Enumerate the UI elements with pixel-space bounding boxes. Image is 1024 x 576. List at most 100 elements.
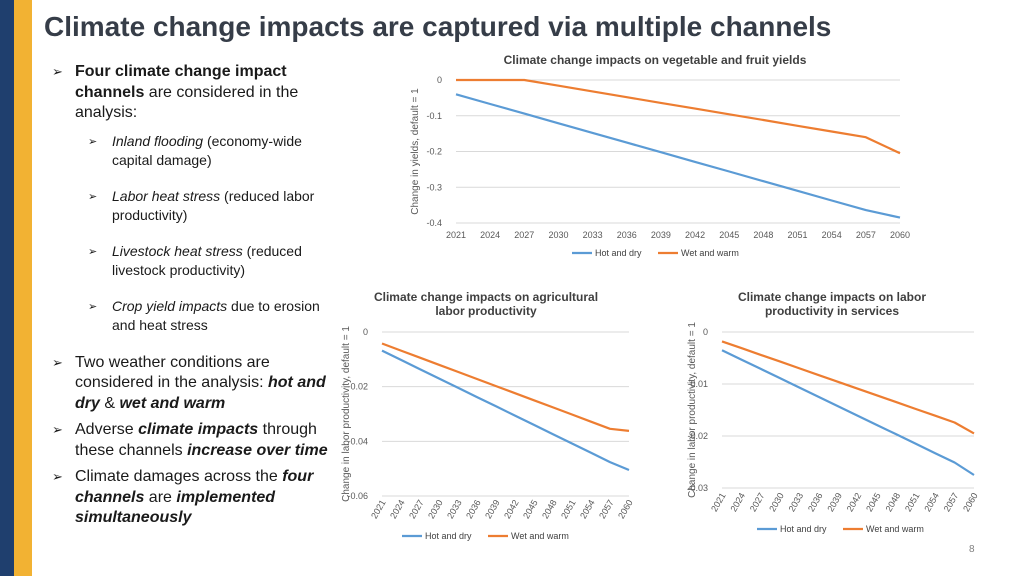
legend-label-wet-and-warm: Wet and warm [681,248,739,258]
x-tick-label: 2060 [616,498,635,520]
x-tick-label: 2045 [521,498,540,520]
bullet-channels: ➢ Four climate change impact channels ar… [52,62,337,124]
x-tick-label: 2048 [540,498,559,520]
arrow-bullet-icon: ➢ [52,469,63,484]
arrow-bullet-icon: ➢ [88,300,98,313]
sub-bullet-livestock: ➢ Livestock heat stress (reduced livesto… [88,242,337,280]
chart-vegetable-fruit-yields: Climate change impacts on vegetable and … [410,53,910,258]
series-line-wet-and-warm [721,340,975,435]
bullet-list: ➢ Four climate change impact channels ar… [52,62,337,529]
bullet-channels-bold: Four climate change impact channels [75,63,287,101]
y-axis-label: Change in labor productivity, default = … [687,322,698,498]
bullet-weather-wet: wet and warm [119,394,226,412]
x-tick-label: 2036 [617,230,637,240]
bullet-damages: ➢ Climate damages across the four channe… [52,467,337,529]
x-tick-label: 2039 [825,491,844,513]
x-tick-label: 2030 [426,498,445,520]
x-tick-label: 2057 [856,230,876,240]
arrow-bullet-icon: ➢ [52,64,63,79]
bullet-impacts-increase: increase over time [187,441,328,459]
sub-bullet-flooding: ➢ Inland flooding (economy-wide capital … [88,132,337,170]
chart-services-labor: Climate change impacts on laborproductiv… [687,290,980,534]
sub-bullet-italic: Crop yield impacts [112,297,228,314]
x-tick-label: 2060 [890,230,910,240]
x-tick-label: 2051 [788,230,808,240]
chart-title-line-1: Climate change impacts on agricultural [374,290,598,304]
bullet-weather-text: Two weather conditions are considered in… [75,353,270,392]
legend-label-wet-and-warm: Wet and warm [511,531,569,541]
sub-bullet-crop: ➢ Crop yield impacts due to erosion and … [88,297,337,335]
x-tick-label: 2024 [480,230,500,240]
x-tick-label: 2036 [806,491,825,513]
y-tick-label: -0.01 [687,379,708,389]
x-tick-label: 2045 [719,230,739,240]
x-tick-label: 2039 [483,498,502,520]
arrow-bullet-icon: ➢ [88,135,98,148]
x-tick-label: 2027 [514,230,534,240]
legend-label-hot-and-dry: Hot and dry [425,531,472,541]
y-tick-label: 0 [437,75,442,85]
x-tick-label: 2027 [407,498,426,520]
x-tick-label: 2024 [388,498,407,520]
sub-bullet-text: (reduced livestock productivity) [112,242,302,278]
y-tick-label: -0.3 [426,182,442,192]
sub-bullet-italic: Livestock heat stress [112,242,243,259]
left-accent-bar-blue [0,0,14,576]
y-tick-label: -0.1 [426,111,442,121]
y-tick-label: 0 [703,327,708,337]
chart-title: Climate change impacts on vegetable and … [504,53,807,67]
x-tick-label: 2036 [464,498,483,520]
bullet-weather-hot: hot and dry [75,374,326,412]
y-tick-label: -0.2 [426,147,442,157]
chart-agricultural-labor: Climate change impacts on agriculturalla… [341,290,635,541]
x-tick-label: 2021 [709,491,728,513]
arrow-bullet-icon: ➢ [88,190,98,203]
series-line-hot-and-dry [455,93,901,219]
x-tick-label: 2054 [922,491,941,513]
y-tick-label: -0.02 [347,382,368,392]
series-line-hot-and-dry [721,349,975,476]
x-tick-label: 2024 [728,491,747,513]
x-tick-label: 2057 [597,498,616,520]
sub-bullet-text: (economy-wide capital damage) [112,132,302,168]
x-tick-label: 2042 [845,491,864,513]
sub-bullet-labor-heat: ➢ Labor heat stress (reduced labor produ… [88,187,337,225]
bullet-impacts-text2: through these channels [75,421,317,459]
bullet-damages-text2: are [144,488,177,506]
x-tick-label: 2030 [548,230,568,240]
sub-bullet-text: (reduced labor productivity) [112,187,315,223]
bullet-impacts: ➢ Adverse climate impacts through these … [52,420,337,461]
series-line-wet-and-warm [381,342,630,432]
sub-bullet-text: due to erosion and heat stress [112,297,320,333]
page-number: 8 [969,544,975,555]
bullet-channels-text: are considered in the analysis: [75,83,299,122]
chart-title-line-2: labor productivity [435,304,537,318]
legend-label-hot-and-dry: Hot and dry [780,524,827,534]
x-tick-label: 2048 [884,491,903,513]
bullet-damages-text: Climate damages across the [75,468,283,485]
series-line-hot-and-dry [381,349,630,472]
chart-title-line-2: productivity in services [765,304,899,318]
arrow-bullet-icon: ➢ [88,245,98,258]
bullet-damages-channels: four channels [75,468,314,506]
x-tick-label: 2051 [559,498,578,520]
bullet-impacts-bold: climate impacts [138,421,259,438]
y-tick-label: -0.06 [347,491,368,501]
x-tick-label: 2054 [578,498,597,520]
y-tick-label: 0 [363,327,368,337]
series-line-wet-and-warm [456,78,901,155]
legend-label-hot-and-dry: Hot and dry [595,248,642,258]
x-tick-label: 2021 [369,498,388,520]
x-tick-label: 2045 [864,491,883,513]
bullet-damages-simultaneous: implemented simultaneously [75,488,276,527]
bullet-weather: ➢ Two weather conditions are considered … [52,353,337,415]
y-axis-label: Change in yields, default = 1 [410,88,421,215]
x-tick-label: 2054 [822,230,842,240]
left-accent-bar-gold [14,0,32,576]
y-tick-label: -0.02 [687,431,708,441]
chart-title-line-1: Climate change impacts on labor [738,290,926,304]
y-tick-label: -0.04 [347,436,368,446]
bullet-weather-amp: & [99,394,120,412]
sub-bullet-italic: Labor heat stress [112,187,221,204]
x-tick-label: 2033 [787,491,806,513]
